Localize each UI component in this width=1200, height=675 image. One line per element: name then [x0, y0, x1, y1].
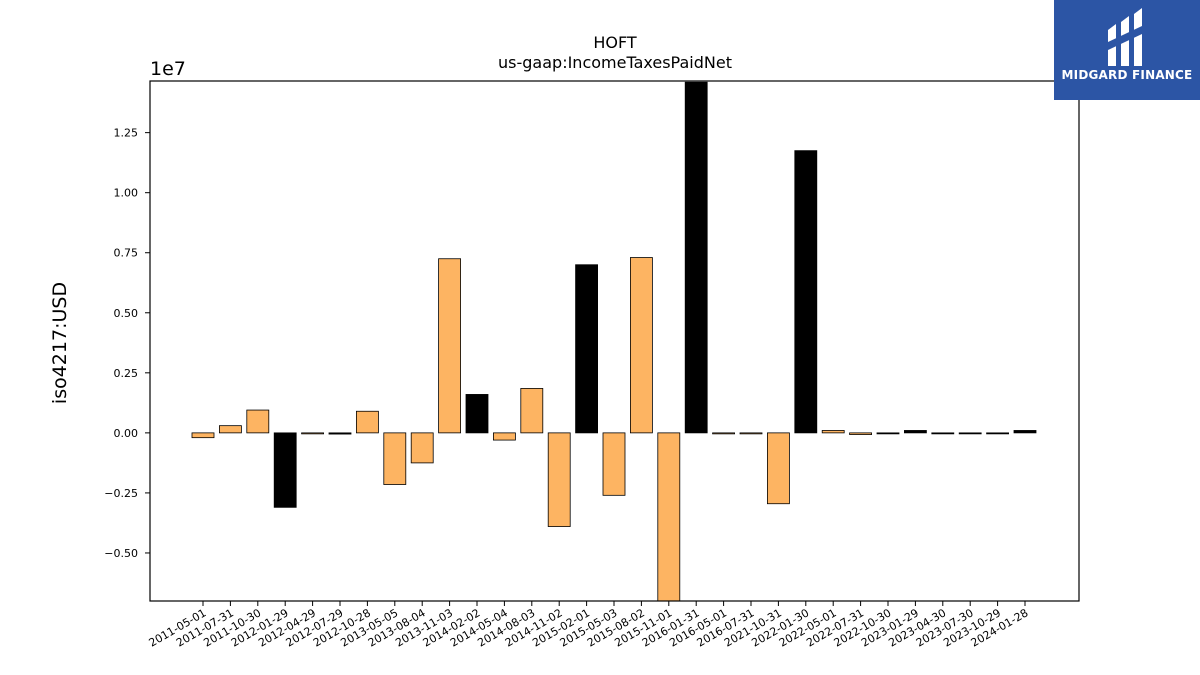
bar-2015-08-02 — [630, 257, 653, 434]
brand-logo: MIDGARD FINANCE — [1054, 0, 1200, 100]
bar-2022-07-31 — [849, 432, 872, 435]
bar-2011-05-01 — [191, 432, 215, 439]
bar-2016-07-31 — [739, 432, 763, 435]
y-tick-label: −0.25 — [104, 487, 138, 500]
bar-2015-11-01 — [657, 432, 681, 602]
bar-2012-01-29 — [273, 432, 297, 508]
y-tick-label: 1.00 — [114, 187, 139, 200]
midgard-logo-icon — [1108, 8, 1142, 66]
bar-2016-05-01 — [712, 432, 735, 435]
y-axis-offset-label: 1e7 — [150, 58, 186, 80]
bar-2012-10-28 — [355, 410, 379, 434]
bar-2012-04-29 — [301, 432, 325, 435]
chart-subtitle: us-gaap:IncomeTaxesPaidNet — [498, 53, 732, 72]
y-tick-label: 0.75 — [114, 247, 139, 260]
bar-2023-01-29 — [904, 430, 927, 434]
bar-2022-05-01 — [821, 430, 845, 434]
bar-2024-01-28 — [1013, 430, 1037, 434]
bar-2015-05-03 — [602, 432, 626, 496]
bar-2014-02-02 — [465, 394, 489, 434]
y-tick-label: 0.50 — [114, 307, 139, 320]
bar-2015-02-01 — [575, 264, 598, 434]
bar-2011-10-30 — [246, 409, 270, 434]
bar-2014-11-02 — [547, 432, 571, 527]
bar-2022-01-30 — [794, 150, 818, 434]
bar-2014-05-04 — [492, 432, 516, 441]
bar-2014-08-03 — [520, 388, 544, 434]
y-tick-label: 0.00 — [114, 427, 139, 440]
y-axis-ticks: −0.50 −0.25 0.00 0.25 0.50 0.75 1.00 1.25 — [104, 127, 150, 560]
y-tick-label: 0.25 — [114, 367, 139, 380]
bar-2016-01-31 — [684, 81, 708, 434]
bar-2021-10-31 — [767, 432, 790, 505]
bar-2013-08-04 — [410, 432, 434, 464]
brand-name: MIDGARD FINANCE — [1061, 68, 1193, 82]
bar-2023-07-30 — [958, 432, 982, 435]
x-axis-ticks: 2011-05-012011-07-312011-10-302012-01-29… — [147, 601, 1031, 650]
plot-frame — [149, 80, 1080, 602]
bar-2012-07-29 — [328, 432, 352, 435]
y-tick-label: 1.25 — [114, 127, 139, 140]
bar-2023-04-30 — [931, 432, 955, 435]
bar-2013-11-03 — [438, 258, 462, 434]
chart-title: HOFT — [593, 33, 637, 52]
y-axis-label: iso4217:USD — [49, 282, 71, 404]
bars-group — [191, 81, 1037, 602]
bar-2013-05-05 — [383, 432, 407, 485]
y-tick-label: −0.50 — [104, 547, 138, 560]
bar-2023-10-29 — [986, 432, 1009, 435]
bar-2011-07-31 — [218, 425, 242, 434]
bar-2022-10-30 — [876, 432, 900, 435]
